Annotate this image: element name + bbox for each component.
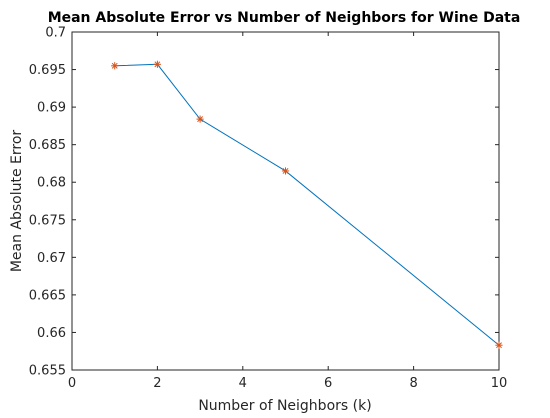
y-tick-label: 0.695 — [29, 63, 66, 78]
y-tick-label: 0.675 — [29, 213, 66, 228]
chart-title: Mean Absolute Error vs Number of Neighbo… — [48, 10, 521, 26]
axes-box — [71, 31, 500, 371]
axes — [71, 31, 500, 371]
y-tick-label: 0.655 — [29, 364, 66, 379]
series-layer — [111, 60, 503, 349]
x-tick-label: 8 — [409, 376, 417, 391]
y-tick-label: 0.665 — [29, 288, 66, 303]
marker-stroke — [154, 61, 161, 68]
data-point — [281, 167, 290, 175]
marker-stroke — [282, 168, 289, 174]
data-point — [495, 341, 503, 349]
plot-area — [72, 32, 499, 370]
y-axis-label: Mean Absolute Error — [9, 130, 25, 273]
x-tick-label: 2 — [153, 376, 161, 391]
y-tick-label: 0.66 — [37, 326, 66, 341]
data-point — [153, 60, 161, 68]
x-tick-label: 10 — [491, 376, 508, 391]
x-tick-label: 6 — [324, 376, 332, 391]
x-tick-label: 4 — [239, 376, 247, 391]
y-tick-label: 0.7 — [45, 26, 66, 41]
marker-stroke — [496, 342, 502, 349]
y-tick-label: 0.69 — [37, 101, 66, 116]
data-point — [111, 62, 119, 70]
y-tick-label: 0.68 — [37, 176, 66, 191]
y-tick-label: 0.67 — [37, 251, 66, 266]
data-point — [196, 115, 204, 123]
marker-stroke — [111, 62, 118, 69]
marker-stroke — [197, 116, 204, 123]
x-axis-label: Number of Neighbors (k) — [198, 398, 371, 414]
x-tick-label: 0 — [68, 376, 76, 391]
y-tick-label: 0.685 — [29, 138, 66, 153]
y-axis-ticks: 0.655 0.66 0.665 0.67 0.675 0.68 0.685 0.69 0.69… — [29, 26, 499, 379]
x-axis-ticks: 0 2 4 6 8 10 — [68, 32, 507, 391]
